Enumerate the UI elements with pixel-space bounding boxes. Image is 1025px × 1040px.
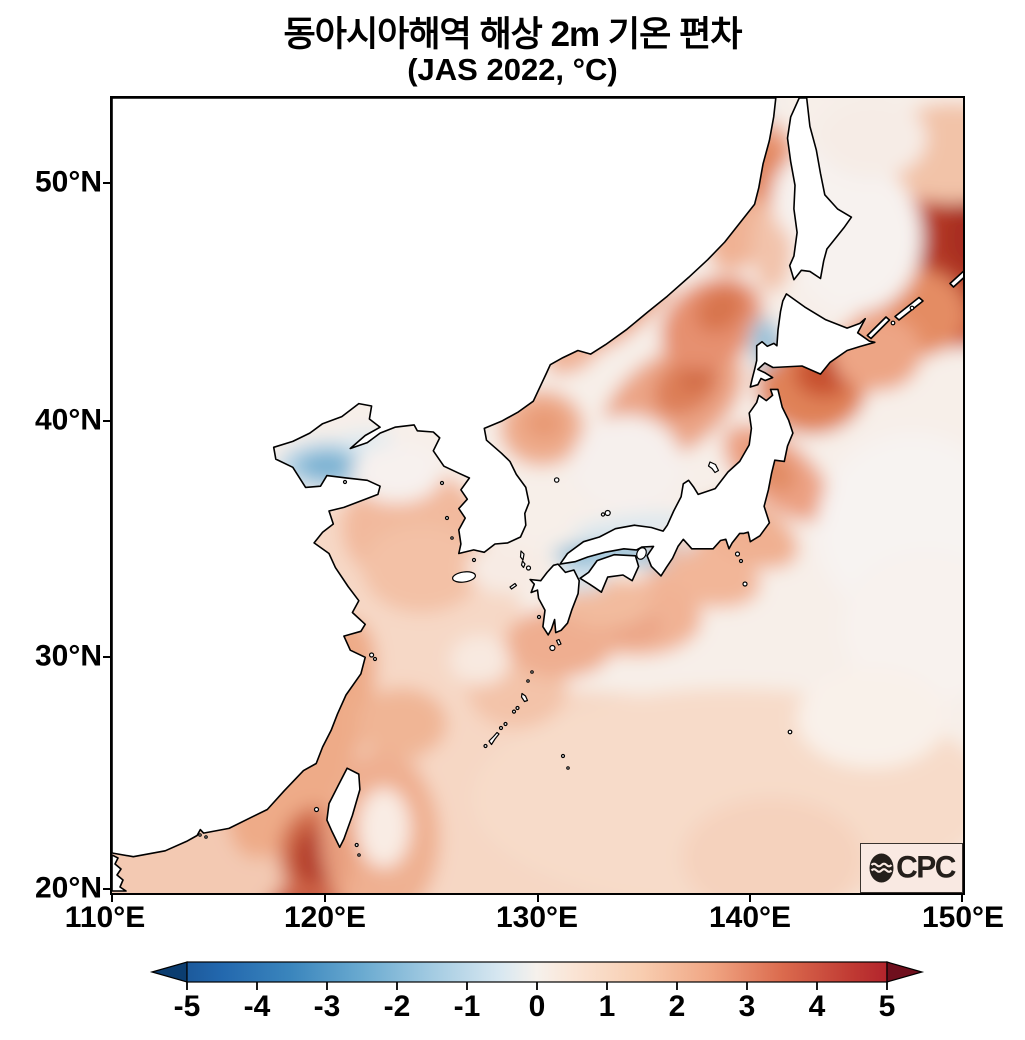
lon-tick-label: 150°E bbox=[921, 901, 1005, 934]
lat-tick-mark bbox=[103, 656, 110, 658]
lanyu-island bbox=[357, 853, 361, 857]
lon-tick-label: 130°E bbox=[495, 901, 579, 934]
figure-title: 동아시아해역 해상 2m 기온 편차 bbox=[283, 15, 743, 54]
amami-island bbox=[520, 692, 529, 703]
korea-south-islet bbox=[471, 557, 477, 563]
colorbar-right-arrow bbox=[886, 961, 925, 983]
lat-tick-mark bbox=[103, 182, 110, 184]
lon-tick-mark bbox=[749, 895, 751, 902]
hk-islet bbox=[198, 833, 202, 837]
green-island bbox=[354, 842, 359, 848]
ogasawara-island bbox=[787, 729, 793, 735]
tsushima-island-s bbox=[520, 560, 526, 569]
hokkaido bbox=[749, 293, 876, 388]
honshu bbox=[559, 388, 794, 577]
oki-island bbox=[604, 509, 611, 517]
sado-island bbox=[707, 461, 720, 474]
oki-island-w bbox=[600, 512, 606, 517]
colorbar bbox=[149, 961, 925, 990]
izu-island bbox=[738, 558, 744, 564]
ryukyu-islet-n bbox=[503, 721, 508, 727]
lat-tick-label: 20°N bbox=[34, 871, 102, 905]
lat-tick-mark bbox=[103, 420, 110, 422]
lon-tick-mark bbox=[961, 895, 963, 902]
ryukyu-islet bbox=[498, 725, 504, 731]
kuril-urup bbox=[949, 270, 963, 288]
korea-west-islet3 bbox=[450, 536, 454, 540]
kyushu bbox=[529, 563, 580, 636]
izu-oshima bbox=[734, 551, 741, 557]
small-islands bbox=[198, 305, 915, 857]
colorbar-gradient bbox=[186, 961, 888, 983]
colorbar-tick-label: -2 bbox=[383, 990, 411, 1023]
shikoku bbox=[579, 553, 640, 593]
mainland-asia-korea bbox=[112, 98, 777, 858]
okinawa-island bbox=[488, 731, 500, 746]
amami-north-islet2 bbox=[515, 705, 520, 711]
taiwan bbox=[326, 767, 361, 849]
lon-tick-label: 120°E bbox=[283, 901, 367, 934]
kuril-kunashir bbox=[866, 316, 891, 340]
zhoushan-island bbox=[369, 652, 375, 658]
lon-tick-label: 140°E bbox=[708, 901, 792, 934]
cpc-logo-o-wave-icon bbox=[869, 853, 894, 883]
hachijojima bbox=[742, 581, 748, 587]
cpc-logo-text: CPC bbox=[896, 850, 956, 885]
iki-island bbox=[525, 565, 532, 571]
kuril-iturup bbox=[894, 296, 924, 321]
lon-tick-mark bbox=[324, 895, 326, 902]
awaji-island bbox=[636, 547, 647, 560]
leizhou-corner-coast bbox=[112, 854, 127, 892]
goto-islands bbox=[509, 582, 518, 590]
kuril-islet2 bbox=[909, 305, 915, 311]
map-plot: CPC bbox=[110, 96, 965, 895]
colorbar-tick-label: -3 bbox=[313, 990, 341, 1023]
figure-subtitle: (JAS 2022, °C) bbox=[407, 52, 618, 87]
colorbar-tick-label: 4 bbox=[808, 990, 826, 1023]
ulleung-island bbox=[553, 477, 560, 483]
tanegashima bbox=[555, 638, 562, 646]
colorbar-tick-label: 3 bbox=[738, 990, 756, 1023]
amami-north-islet bbox=[511, 709, 517, 714]
map-svg bbox=[112, 98, 963, 893]
hk-islet2 bbox=[204, 835, 208, 839]
colorbar-tick-marks bbox=[186, 982, 888, 990]
daito-island bbox=[560, 753, 566, 759]
tokara-island-s bbox=[526, 679, 530, 683]
zhoushan-islet bbox=[372, 656, 378, 662]
sakhalin bbox=[786, 98, 853, 281]
lat-tick-label: 40°N bbox=[34, 403, 102, 437]
colorbar-tick-label: -1 bbox=[453, 990, 481, 1023]
lon-tick-mark bbox=[537, 895, 539, 902]
colorbar-tick-label: -4 bbox=[243, 990, 271, 1023]
korea-west-islet bbox=[439, 480, 445, 486]
koshiki-island bbox=[536, 614, 542, 620]
cpc-logo: CPC bbox=[860, 843, 963, 893]
penghu-island bbox=[313, 806, 320, 813]
daito-island-s bbox=[566, 766, 570, 770]
jeju-island bbox=[451, 571, 477, 583]
colorbar-tick-label: 2 bbox=[668, 990, 686, 1023]
tsushima-island bbox=[519, 550, 525, 561]
coastlines bbox=[112, 98, 963, 892]
kuril-islet bbox=[890, 320, 896, 326]
colorbar-tick-label: 5 bbox=[878, 990, 896, 1023]
lon-tick-label: 110°E bbox=[64, 901, 146, 934]
lat-tick-label: 30°N bbox=[34, 639, 102, 673]
korea-west-islet2 bbox=[444, 515, 450, 521]
lon-tick-mark bbox=[111, 895, 113, 902]
lat-tick-mark bbox=[103, 888, 110, 890]
yakushima bbox=[549, 644, 556, 652]
colorbar-tick-label: -5 bbox=[173, 990, 201, 1023]
colorbar-tick-label: 0 bbox=[528, 990, 546, 1023]
miaodao-islet bbox=[342, 479, 348, 485]
tokara-island bbox=[530, 670, 534, 674]
kume-island bbox=[483, 743, 488, 749]
lat-tick-label: 50°N bbox=[34, 165, 102, 199]
colorbar-tick-label: 1 bbox=[598, 990, 616, 1023]
colorbar-left-arrow bbox=[149, 961, 188, 983]
